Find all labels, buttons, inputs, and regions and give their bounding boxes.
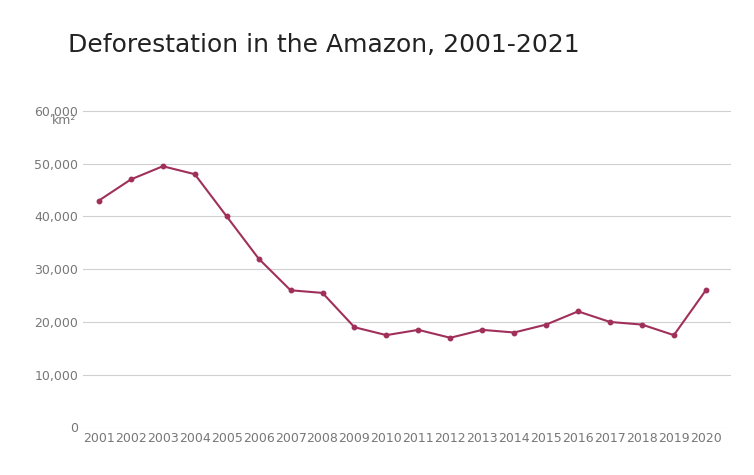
Text: Deforestation in the Amazon, 2001-2021: Deforestation in the Amazon, 2001-2021 <box>68 33 580 57</box>
Text: km²: km² <box>51 114 76 127</box>
